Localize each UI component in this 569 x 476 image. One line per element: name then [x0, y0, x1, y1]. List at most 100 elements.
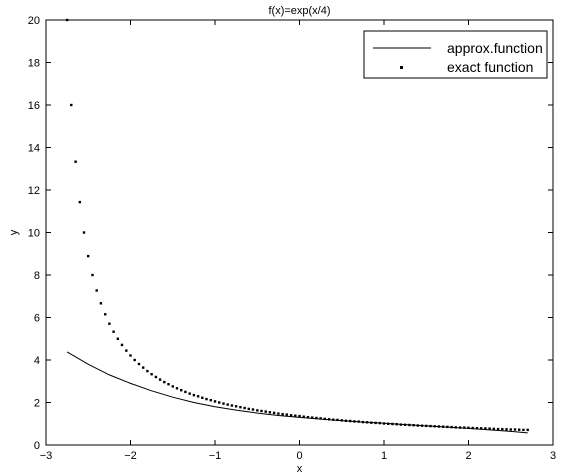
series-point-exact: [344, 419, 348, 422]
series-point-exact: [137, 362, 141, 366]
series-point-exact: [408, 423, 411, 427]
series-point-exact: [429, 424, 432, 428]
series-point-exact: [437, 425, 441, 428]
series-point-exact: [501, 427, 504, 431]
series-point-exact: [353, 420, 356, 423]
x-axis-label: x: [297, 463, 303, 475]
series-point-exact: [99, 302, 103, 305]
series-point-exact: [142, 366, 145, 369]
series-point-exact: [146, 369, 149, 373]
x-tick-label: −3: [40, 450, 53, 462]
y-axis-label: y: [8, 229, 20, 235]
series-point-exact: [378, 421, 381, 425]
y-tick-label: 10: [28, 228, 40, 240]
x-tick-label: 0: [296, 450, 302, 462]
series-point-exact: [268, 411, 272, 414]
series-point-exact: [209, 399, 212, 402]
y-tick-label: 20: [28, 15, 40, 27]
x-tick-label: 1: [381, 450, 387, 462]
series-point-exact: [205, 397, 208, 401]
series-point-exact: [74, 160, 77, 163]
series-point-exact: [496, 427, 500, 431]
series-point-exact: [70, 103, 73, 107]
series-point-exact: [272, 411, 276, 415]
series-point-exact: [518, 428, 521, 431]
series-point-exact: [218, 401, 221, 404]
series-point-exact: [370, 421, 373, 424]
series-point-exact: [251, 408, 255, 411]
axis-ticks: [45, 19, 554, 446]
chart-title: f(x)=exp(x/4): [268, 5, 330, 17]
series-line-approx: [66, 351, 528, 434]
series-point-exact: [222, 402, 225, 405]
series-point-exact: [184, 390, 187, 394]
series-point-exact: [78, 200, 81, 204]
series-point-exact: [213, 400, 217, 403]
series-point-exact: [158, 378, 162, 381]
x-tick-label: 2: [465, 450, 471, 462]
y-tick-label: 16: [28, 100, 40, 112]
series-point-exact: [433, 425, 436, 428]
x-tick-label: −2: [124, 450, 137, 462]
series-point-exact: [509, 428, 512, 431]
legend-dot-sample: [400, 66, 403, 69]
y-tick-label: 2: [34, 398, 40, 410]
legend-label-exact: exact function: [447, 59, 533, 75]
y-tick-label: 0: [34, 440, 40, 452]
series-point-exact: [458, 426, 462, 429]
series-point-exact: [188, 392, 191, 395]
series-point-exact: [256, 409, 259, 412]
series-point-exact: [234, 405, 238, 408]
series-point-exact: [471, 426, 474, 430]
series-point-exact: [391, 422, 394, 426]
series-point-exact: [480, 427, 483, 430]
y-tick-label: 6: [34, 313, 40, 325]
series-point-exact: [403, 423, 407, 426]
series-point-exact: [365, 421, 369, 424]
series-point-exact: [104, 313, 107, 316]
series-point-exact: [167, 383, 170, 386]
series-point-exact: [349, 419, 352, 423]
y-tick-label: 4: [34, 355, 40, 367]
series-point-exact: [116, 337, 119, 340]
series-point-exact: [112, 330, 115, 333]
series-point-exact: [294, 414, 297, 417]
series-point-exact: [175, 387, 179, 390]
y-tick-label: 8: [34, 270, 40, 282]
series-point-exact: [95, 289, 98, 292]
series-point-exact: [387, 422, 390, 425]
series-point-exact: [298, 414, 301, 418]
series-point-exact: [340, 419, 343, 422]
series-point-exact: [306, 416, 310, 419]
series-point-exact: [492, 427, 495, 431]
legend: approx.function exact function: [363, 30, 548, 79]
legend-label-approx: approx.function: [447, 40, 543, 56]
series-point-exact: [264, 410, 267, 413]
series-point-exact: [133, 358, 136, 362]
series-point-exact: [311, 416, 314, 419]
series-point-exact: [522, 428, 525, 432]
series-point-exact: [374, 421, 377, 425]
series-point-exact: [125, 349, 128, 352]
y-tick-label: 14: [28, 143, 40, 155]
series-point-exact: [302, 415, 305, 418]
series-point-exact: [395, 423, 398, 426]
series-layer: [65, 18, 529, 434]
series-point-exact: [450, 425, 453, 429]
series-point-exact: [315, 416, 318, 420]
series-point-exact: [513, 428, 517, 431]
series-point-exact: [357, 420, 360, 423]
series-point-exact: [336, 418, 339, 422]
series-point-exact: [382, 422, 386, 425]
series-point-exact: [201, 396, 204, 399]
y-tick-label: 12: [28, 185, 40, 197]
series-point-exact: [150, 373, 153, 376]
series-point-exact: [475, 427, 479, 430]
series-point-exact: [120, 343, 124, 347]
series-point-exact: [91, 273, 94, 277]
series-point-exact: [108, 322, 111, 325]
series-point-exact: [420, 424, 424, 427]
